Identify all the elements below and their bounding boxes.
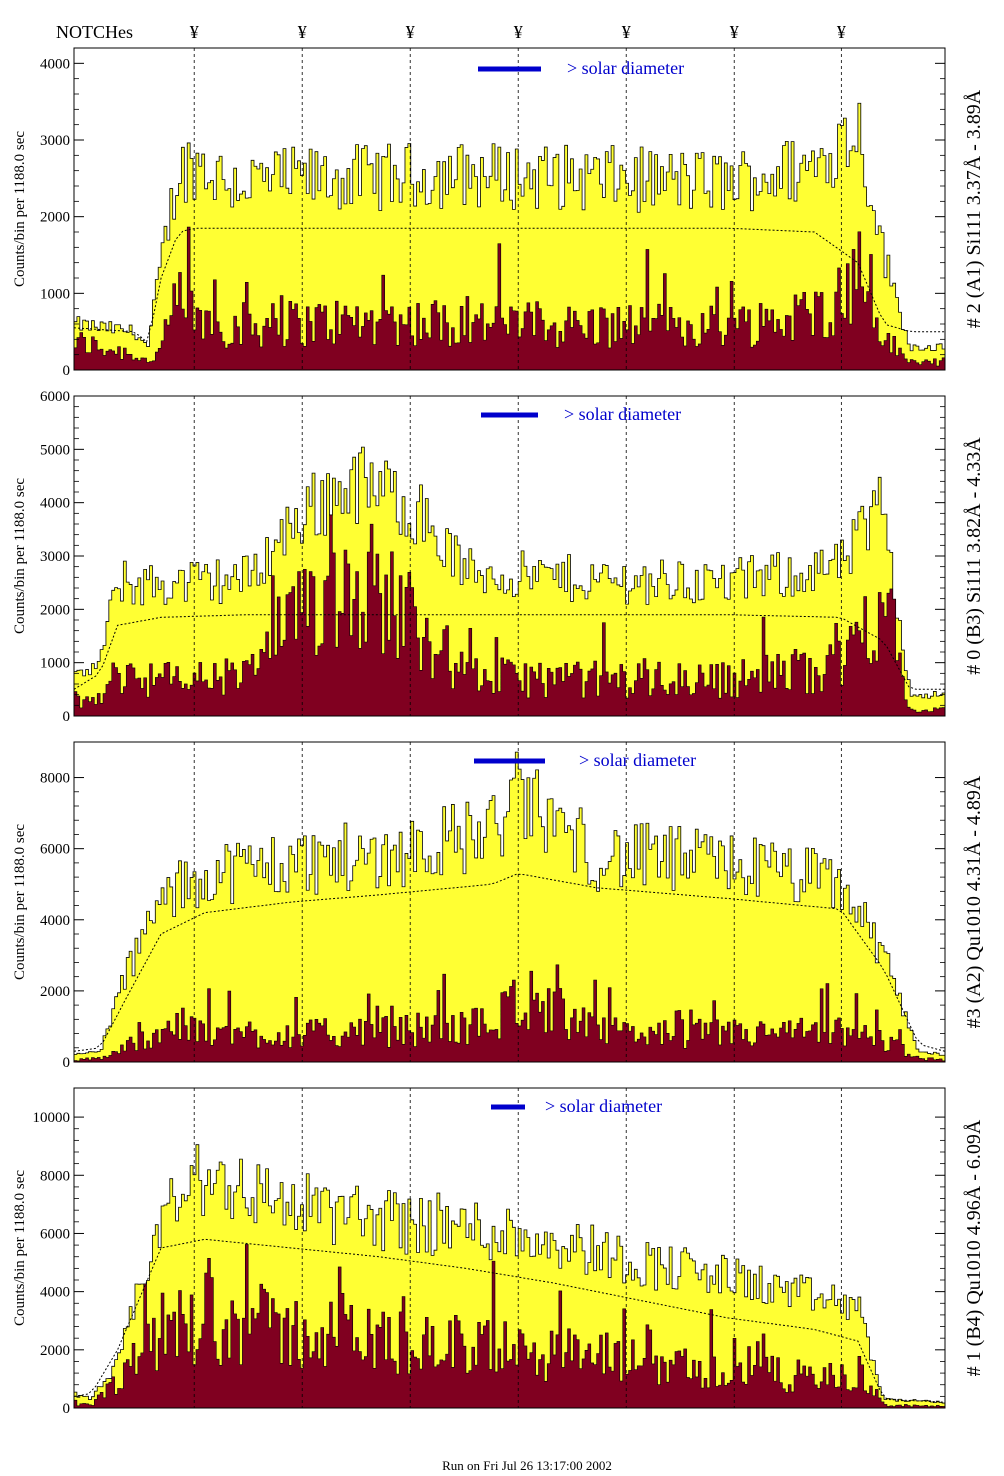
- y-tick-label: 0: [63, 709, 71, 725]
- notch-symbols: ¥ ¥ ¥ ¥ ¥ ¥ ¥: [190, 22, 846, 42]
- legend-label: > solar diameter: [545, 1096, 662, 1116]
- y-tick-label: 5000: [40, 442, 70, 458]
- smooth-model-curve: [73, 1238, 946, 1403]
- notch-symbol-4: ¥: [514, 22, 523, 42]
- notch-symbol-1: ¥: [190, 22, 199, 42]
- y-tick-label: 2000: [40, 602, 70, 618]
- y-tick-label: 0: [63, 363, 71, 379]
- y-tick-label: 3000: [40, 549, 70, 565]
- notch-symbol-3: ¥: [406, 22, 415, 42]
- y-tick-label: 4000: [40, 56, 70, 72]
- y-tick-label: 4000: [40, 496, 70, 512]
- panel-title: # 2 (A1) Si111 3.37Å - 3.89Å: [963, 89, 985, 328]
- panel-title: #3 (A2) Qu1010 4.31Å - 4.89Å: [963, 775, 985, 1028]
- high-energy-histogram: [73, 1244, 946, 1409]
- y-tick-label: 0: [63, 1401, 71, 1417]
- y-tick-label: 6000: [40, 1226, 70, 1242]
- y-axis-title: Counts/bin per 1188.0 sec: [12, 131, 28, 287]
- smooth-model-curve: [73, 873, 946, 1052]
- high-energy-histogram: [73, 964, 946, 1063]
- legend-label: > solar diameter: [579, 750, 696, 770]
- y-tick-label: 8000: [40, 771, 70, 787]
- legend-label: > solar diameter: [567, 58, 684, 78]
- panel-title: # 1 (B4) Qu1010 4.96Å - 6.09Å: [963, 1119, 985, 1376]
- y-tick-label: 4000: [40, 1285, 70, 1301]
- y-tick-label: 2000: [40, 210, 70, 226]
- notches-label: NOTCHes: [56, 22, 133, 42]
- y-tick-label: 1000: [40, 286, 70, 302]
- y-tick-label: 8000: [40, 1168, 70, 1184]
- y-tick-label: 1000: [40, 656, 70, 672]
- y-tick-label: 10000: [33, 1110, 71, 1126]
- y-axis-title: Counts/bin per 1188.0 sec: [12, 478, 28, 634]
- chart-panel-1: 0 1000 2000 3000 4000 Counts/bin per 1188.0 s…: [12, 47, 985, 379]
- chart-panels: 0 1000 2000 3000 4000 Counts/bin per 1188.0 s…: [12, 47, 985, 1417]
- y-tick-label: 0: [63, 1055, 71, 1071]
- notch-symbol-5: ¥: [622, 22, 631, 42]
- chart-panel-2: 0 1000 2000 3000 4000 5000 6000 Counts/bin per …: [12, 389, 985, 725]
- y-axis-title: Counts/bin per 1188.0 sec: [12, 824, 28, 980]
- plot-frame: [73, 1087, 946, 1409]
- plot-frame: [73, 741, 946, 1063]
- total-counts-histogram: [73, 751, 946, 1063]
- legend-label: > solar diameter: [564, 404, 681, 424]
- smooth-model-curve: [73, 227, 945, 343]
- high-energy-histogram: [73, 226, 946, 371]
- y-tick-label: 4000: [40, 913, 70, 929]
- notch-symbol-7: ¥: [837, 22, 846, 42]
- chart-panel-4: 0 2000 4000 6000 8000 10000 Counts/bin per 118…: [12, 1087, 985, 1417]
- y-tick-label: 2000: [40, 1343, 70, 1359]
- chart-panel-3: 0 2000 4000 6000 8000 Counts/bin per 1188.0 s…: [12, 741, 985, 1071]
- y-axis-title: Counts/bin per 1188.0 sec: [12, 1170, 28, 1326]
- panel-title: # 0 (B3) Si111 3.82Å - 4.33Å: [963, 437, 985, 675]
- y-tick-label: 6000: [40, 389, 70, 405]
- y-tick-label: 6000: [40, 842, 70, 858]
- high-energy-histogram: [73, 514, 946, 717]
- notch-symbol-2: ¥: [298, 22, 307, 42]
- plot-frame: [73, 47, 946, 371]
- smooth-model-curve: [73, 614, 945, 690]
- run-timestamp: Run on Fri Jul 26 13:17:00 2002: [442, 1458, 612, 1473]
- notch-symbol-6: ¥: [730, 22, 739, 42]
- y-tick-label: 3000: [40, 133, 70, 149]
- y-tick-label: 2000: [40, 984, 70, 1000]
